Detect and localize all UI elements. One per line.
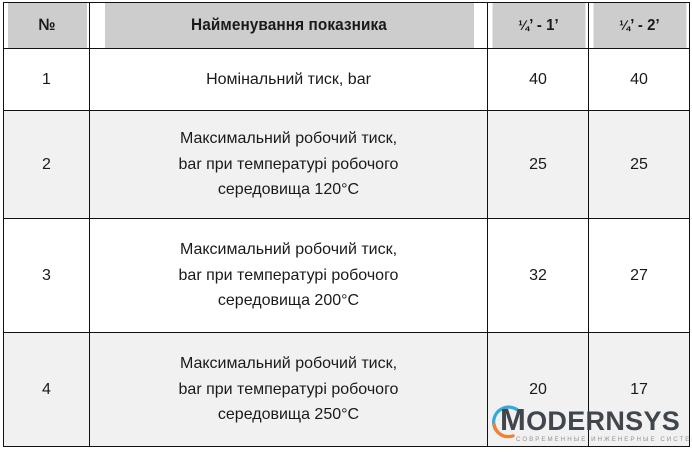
size-label-rest-2: ’ - 2’ xyxy=(629,16,660,34)
cell-row-number: 4 xyxy=(3,332,90,447)
specification-table-container: № Найменування показника ¼’ - 1’ ¼’ - 2’… xyxy=(3,2,690,447)
cell-row-number: 1 xyxy=(3,48,90,111)
cell-value-quarter-1: 20 xyxy=(487,332,589,447)
name-line: Максимальний робочий тиск, xyxy=(179,129,398,147)
cell-value-quarter-1: 32 xyxy=(487,218,589,333)
name-line: середовища 120°C xyxy=(217,181,360,199)
fraction-quarter-1: ¼ xyxy=(517,16,529,33)
name-line: середовища 200°C xyxy=(217,292,360,310)
cell-parameter-name: Максимальний робочий тиск, bar при темпе… xyxy=(89,110,488,219)
cell-parameter-name: Максимальний робочий тиск, bar при темпе… xyxy=(89,218,488,333)
cell-row-number: 3 xyxy=(3,218,90,333)
table-header-row: № Найменування показника ¼’ - 1’ ¼’ - 2’ xyxy=(4,2,690,49)
column-header-parameter-name: Найменування показника xyxy=(102,2,475,49)
specification-table: № Найменування показника ¼’ - 1’ ¼’ - 2’… xyxy=(3,2,690,447)
table-row: 1 Номінальний тиск, bar 40 40 xyxy=(3,48,690,111)
name-line: bar при температурі робочого xyxy=(178,155,399,173)
size-label-rest-1: ’ - 1’ xyxy=(528,16,559,34)
column-header-size-quarter-2: ¼’ - 2’ xyxy=(591,2,687,49)
name-line: середовища 250°C xyxy=(217,406,360,424)
name-line: bar при температурі робочого xyxy=(178,380,399,398)
table-header: № Найменування показника ¼’ - 1’ ¼’ - 2’ xyxy=(4,2,690,49)
table-row: 4 Максимальний робочий тиск, bar при тем… xyxy=(3,332,690,447)
cell-value-quarter-2: 17 xyxy=(588,332,690,447)
column-header-number: № xyxy=(6,2,87,49)
name-line: bar при температурі робочого xyxy=(178,266,399,284)
fraction-quarter-2: ¼ xyxy=(618,16,630,33)
cell-row-number: 2 xyxy=(3,110,90,219)
cell-value-quarter-2: 27 xyxy=(588,218,690,333)
name-line: Номінальний тиск, bar xyxy=(206,70,371,88)
cell-value-quarter-2: 40 xyxy=(588,48,690,111)
cell-parameter-name: Номінальний тиск, bar xyxy=(89,48,488,111)
name-line: Максимальний робочий тиск, xyxy=(179,354,398,372)
table-row: 2 Максимальний робочий тиск, bar при тем… xyxy=(3,110,690,219)
cell-value-quarter-1: 25 xyxy=(487,110,589,219)
name-line: Максимальний робочий тиск, xyxy=(179,240,398,258)
column-header-size-quarter-1: ¼’ - 1’ xyxy=(490,2,586,49)
table-body: 1 Номінальний тиск, bar 40 40 2 Максимал… xyxy=(3,48,690,447)
cell-value-quarter-2: 25 xyxy=(588,110,690,219)
cell-parameter-name: Максимальний робочий тиск, bar при темпе… xyxy=(89,332,488,447)
table-row: 3 Максимальний робочий тиск, bar при тем… xyxy=(3,218,690,333)
cell-value-quarter-1: 40 xyxy=(487,48,589,111)
